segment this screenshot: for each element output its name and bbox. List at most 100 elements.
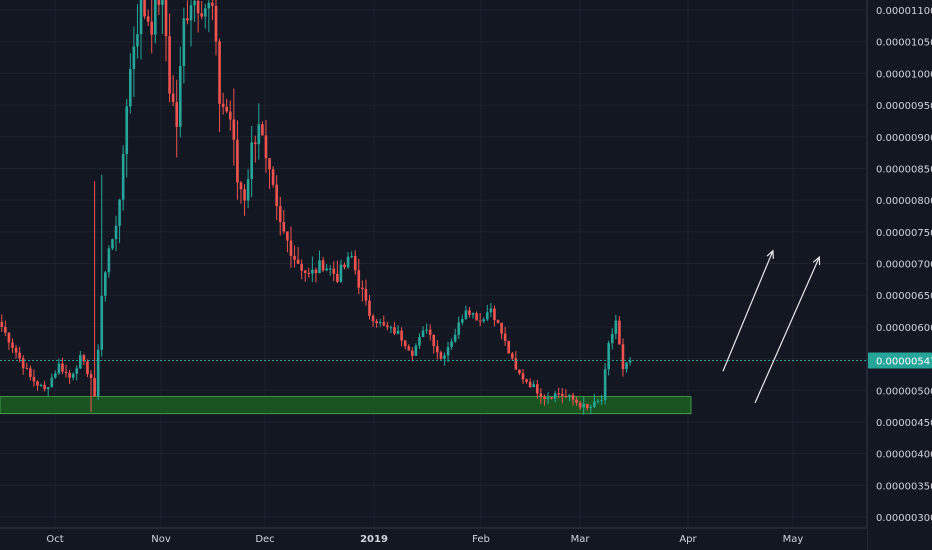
candle [293, 245, 296, 268]
candle [578, 400, 582, 410]
candle-body [585, 403, 589, 409]
candle-body [132, 46, 136, 69]
candle [600, 394, 603, 406]
candle [282, 209, 286, 234]
candle-body [321, 260, 325, 271]
candle-body [218, 41, 221, 104]
candle [186, 0, 189, 25]
candle-body [104, 272, 107, 296]
candle-body [346, 256, 350, 268]
candle [104, 270, 107, 302]
candle-body [96, 349, 100, 397]
candle-body [275, 184, 278, 207]
y-tick-label: 0.00000800 [876, 196, 932, 207]
candle [503, 326, 507, 346]
candle [14, 344, 18, 359]
candle [393, 321, 396, 336]
candle-body [243, 189, 246, 201]
candle-body [207, 2, 211, 9]
candle-body [500, 322, 503, 334]
candle [143, 0, 146, 20]
candle-body [471, 313, 475, 315]
candle-body [603, 369, 607, 401]
candle-body [303, 270, 307, 273]
candle-body [375, 320, 378, 324]
candle-body [50, 377, 54, 388]
candle [553, 390, 557, 403]
candle [510, 352, 514, 361]
y-tick-label: 0.00001050 [876, 38, 932, 49]
candle-body [307, 272, 311, 274]
candle-body [36, 381, 39, 386]
candle-body [414, 345, 418, 356]
candle-body [503, 333, 507, 341]
candle-body [436, 346, 439, 353]
candle [411, 347, 414, 362]
x-axis-panel[interactable] [0, 528, 867, 550]
candle-body [82, 355, 86, 362]
candle-body [293, 255, 296, 260]
candle [336, 260, 339, 284]
candle [500, 322, 503, 340]
candle-body [114, 225, 118, 240]
candle-body [146, 16, 150, 22]
candle [539, 388, 543, 404]
candle-body [325, 268, 328, 271]
candle-body [79, 355, 82, 369]
y-tick-label: 0.00000500 [876, 386, 932, 397]
candle-body [343, 264, 346, 268]
candle-body [61, 363, 64, 372]
candle-body [75, 368, 79, 374]
candle-body [557, 393, 561, 395]
candle [61, 357, 64, 375]
candle-body [486, 312, 489, 320]
candle [518, 369, 521, 376]
current-price-label: 0.00000547 [876, 356, 932, 367]
candle [25, 362, 29, 370]
candle [303, 269, 307, 282]
candle-body [246, 179, 250, 201]
candle-body [300, 263, 303, 271]
candle-body [396, 330, 400, 334]
candle [218, 38, 221, 132]
y-tick-label: 0.00000650 [876, 291, 932, 302]
candle-body [564, 395, 568, 397]
candle-body [318, 260, 321, 274]
candle [425, 323, 428, 334]
candle [236, 120, 239, 200]
candle-body [14, 347, 18, 353]
candle-body [286, 231, 289, 241]
candle [175, 79, 179, 158]
candle [328, 265, 332, 276]
candle [610, 328, 614, 350]
x-tick-label: Nov [151, 534, 171, 545]
candle [100, 174, 104, 357]
candle [82, 353, 86, 366]
candle-body [228, 111, 232, 120]
candle [153, 0, 157, 44]
candle-body [225, 106, 228, 112]
candle-body [121, 154, 125, 200]
candle [339, 259, 343, 284]
candle-body [193, 0, 196, 6]
y-axis-panel[interactable] [867, 0, 932, 550]
candle-body [353, 255, 357, 271]
candle [193, 0, 196, 22]
candle [318, 250, 321, 274]
candle-body [71, 373, 75, 378]
candle [121, 145, 125, 211]
candle-body [89, 374, 93, 379]
candle [43, 380, 46, 392]
candle-body [100, 295, 104, 350]
candle [496, 319, 500, 324]
candle-body [382, 322, 386, 326]
projection-arrows [722, 249, 821, 404]
candle-body [54, 373, 57, 378]
candle-body [407, 346, 411, 351]
candle [464, 305, 468, 320]
candle [54, 370, 57, 379]
candle [264, 120, 268, 173]
candle [261, 121, 264, 136]
candle-body [214, 5, 218, 42]
